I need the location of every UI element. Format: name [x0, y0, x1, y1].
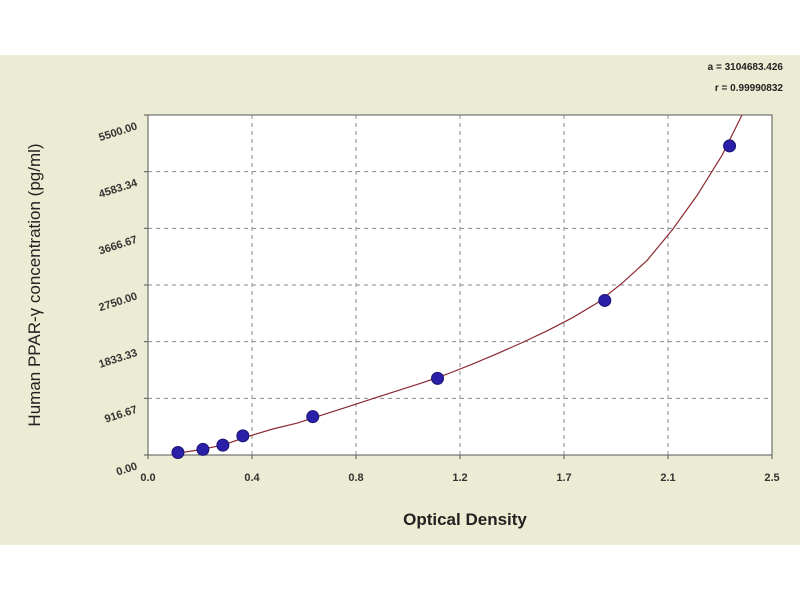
- x-axis-ticks: 0.0 0.4 0.8 1.2 1.7 2.1 2.5: [140, 455, 780, 484]
- y-tick-label: 2750.00: [97, 290, 139, 314]
- data-point: [196, 442, 210, 456]
- y-tick-label: 3666.67: [97, 234, 139, 258]
- data-point: [598, 293, 612, 307]
- x-tick-label: 0.4: [244, 472, 260, 484]
- fit-curve: [172, 114, 743, 455]
- data-point: [236, 429, 250, 443]
- data-point: [431, 371, 445, 385]
- grid: [148, 115, 772, 455]
- x-tick-label: 2.5: [764, 472, 779, 484]
- y-tick-label: 0.00: [115, 460, 139, 478]
- data-point: [306, 410, 320, 424]
- x-axis-label: Optical Density: [403, 510, 527, 529]
- data-point: [171, 446, 185, 460]
- y-tick-label: 916.67: [103, 404, 139, 426]
- data-point: [723, 139, 737, 153]
- x-tick-label: 2.1: [660, 472, 675, 484]
- y-tick-label: 5500.00: [97, 120, 139, 144]
- y-tick-label: 1833.33: [97, 347, 139, 371]
- y-axis-ticks: 0.00 916.67 1833.33 2750.00 3666.67 4583.34 55…: [97, 114, 148, 478]
- x-tick-label: 1.7: [556, 472, 571, 484]
- data-points: [171, 139, 737, 460]
- stat-a: a = 3104683.426: [708, 62, 784, 73]
- stat-r: r = 0.99990832: [715, 83, 784, 94]
- y-axis-label: Human PPAR-γ concentration (pg/ml): [25, 143, 44, 426]
- x-tick-label: 0.0: [140, 472, 155, 484]
- chart: 0.0 0.4 0.8 1.2 1.7 2.1 2.5 0.00 916.67 1833.33 2…: [25, 62, 784, 529]
- chart-panel: 0.0 0.4 0.8 1.2 1.7 2.1 2.5 0.00 916.67 1833.33 2…: [0, 55, 800, 545]
- data-point: [216, 438, 230, 452]
- x-tick-label: 1.2: [452, 472, 467, 484]
- x-tick-label: 0.8: [348, 472, 363, 484]
- y-tick-label: 4583.34: [97, 177, 139, 201]
